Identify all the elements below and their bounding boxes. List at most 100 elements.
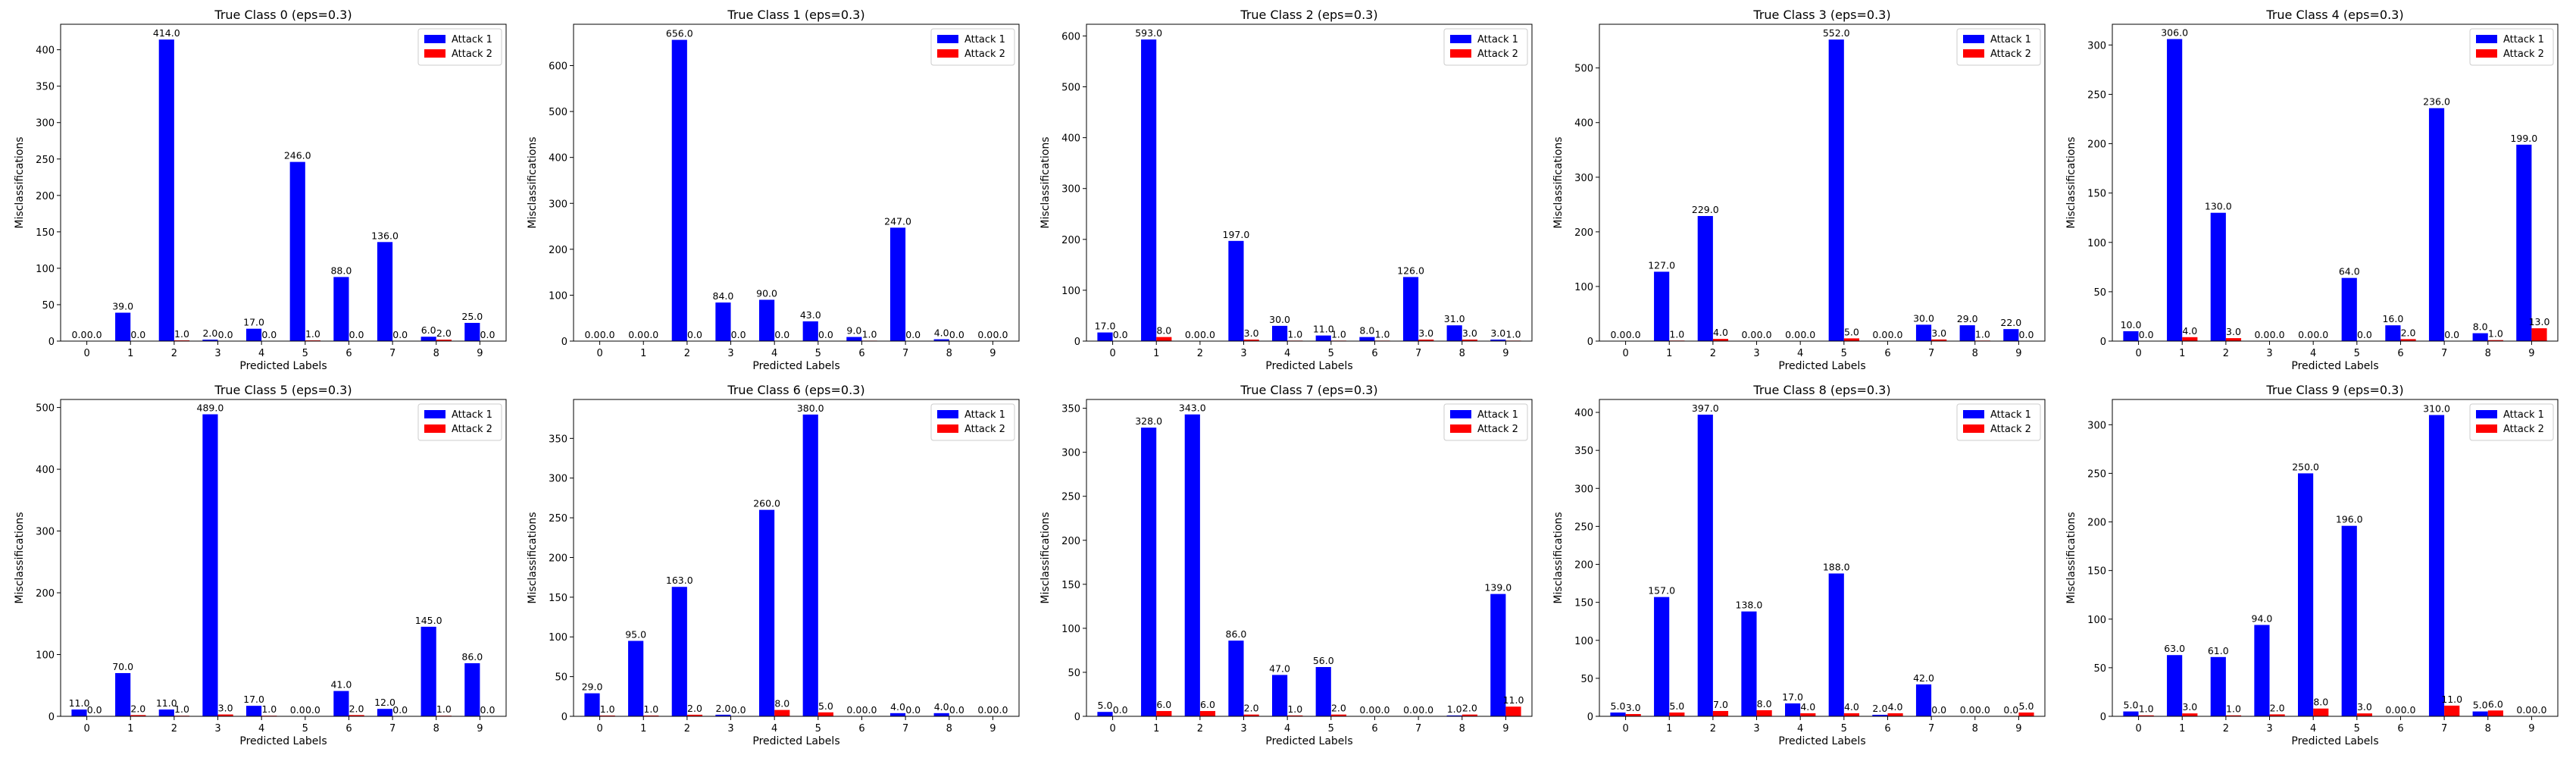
bar-value-label: 229.0 — [1692, 204, 1719, 215]
x-tick-label: 5 — [1328, 348, 1334, 359]
legend: Attack 1 Attack 2 — [930, 28, 1015, 66]
bar-value-label: 0.0 — [1931, 704, 1946, 716]
y-tick-label: 400 — [1061, 133, 1080, 145]
x-tick-label: 5 — [815, 348, 821, 359]
bar-value-label: 0.0 — [1113, 329, 1128, 340]
bar-value-label: 2.0 — [349, 703, 364, 714]
legend-label: Attack 1 — [452, 34, 492, 45]
legend-swatch — [937, 424, 958, 433]
bar-attack-1 — [1654, 597, 1670, 716]
x-tick-label: 3 — [2266, 348, 2272, 359]
bar-attack-1 — [1610, 712, 1626, 716]
bar-attack-1 — [1697, 215, 1713, 341]
bar-value-label: 1.0 — [436, 703, 452, 715]
bar-attack-2 — [2400, 339, 2416, 341]
x-tick-label: 3 — [1240, 348, 1246, 359]
bar-value-label: 0.0 — [2401, 704, 2416, 716]
x-tick-label: 0 — [1109, 723, 1115, 735]
bar-attack-1 — [671, 587, 687, 716]
bar-value-label: 0.0 — [977, 329, 993, 340]
legend-swatch — [1450, 410, 1471, 418]
x-tick-label: 3 — [1753, 348, 1759, 359]
y-tick-label: 300 — [1061, 448, 1080, 459]
y-tick-label: 200 — [549, 553, 567, 564]
y-tick-label: 100 — [549, 290, 567, 302]
bar-value-label: 1.0 — [862, 328, 877, 340]
y-tick-label: 350 — [549, 434, 567, 445]
bar-attack-2 — [2018, 712, 2034, 716]
bar-value-label: 84.0 — [713, 290, 734, 302]
x-tick-label: 4 — [1797, 723, 1803, 735]
bar-value-label: 47.0 — [1269, 662, 1290, 674]
y-tick-label: 250 — [2087, 89, 2106, 101]
legend-label: Attack 1 — [2503, 409, 2544, 421]
y-axis-label: Misclassifications — [527, 136, 539, 228]
bar-value-label: 39.0 — [112, 301, 133, 312]
bar-attack-2 — [1462, 714, 1477, 716]
plot-frame — [2112, 23, 2559, 342]
x-tick-label: 3 — [727, 723, 733, 735]
bar-attack-2 — [686, 714, 703, 716]
chart-panel-class-8: True Class 8 (eps=0.3) 0 50 100 150 200 250 300… — [1546, 383, 2054, 747]
legend-label: Attack 2 — [1477, 424, 1518, 435]
legend-label: Attack 2 — [452, 424, 492, 435]
bar-value-label: 8.0 — [774, 698, 789, 709]
x-tick-label: 0 — [596, 723, 602, 735]
bar-value-label: 6.0 — [1156, 699, 1171, 710]
bar-value-label: 2.0 — [202, 327, 217, 339]
bar-value-label: 0.0 — [2385, 704, 2400, 716]
bar-attack-1 — [1915, 324, 1932, 341]
bar-value-label: 94.0 — [2252, 612, 2273, 624]
y-tick-label: 150 — [2087, 189, 2106, 200]
legend-label: Attack 2 — [452, 49, 492, 60]
bar-value-label: 1.0 — [1669, 328, 1684, 340]
bar-value-label: 1.0 — [2139, 703, 2154, 715]
bar-attack-1 — [802, 414, 818, 716]
bar-attack-1 — [1446, 325, 1462, 341]
y-axis-label: Misclassifications — [2065, 136, 2077, 228]
bar-value-label: 0.0 — [392, 704, 408, 716]
bar-value-label: 86.0 — [1226, 628, 1247, 640]
bar-value-label: 2.0 — [2270, 702, 2285, 713]
bar-value-label: 0.0 — [1785, 329, 1800, 340]
x-tick-label: 0 — [596, 348, 602, 359]
bar-value-label: 8.0 — [2313, 697, 2328, 708]
y-axis-label: Misclassifications — [1552, 512, 1565, 603]
bar-chart-class-1: True Class 1 (eps=0.3)010020030040050060… — [527, 8, 1020, 372]
bar-attack-1 — [2516, 144, 2532, 342]
x-tick-label: 9 — [989, 348, 996, 359]
bar-value-label: 0.0 — [818, 329, 833, 340]
bar-attack-2 — [130, 715, 146, 716]
bar-attack-2 — [2313, 708, 2329, 716]
legend-label: Attack 2 — [964, 424, 1005, 435]
bar-value-label: 0.0 — [977, 704, 993, 716]
bar-value-label: 145.0 — [415, 615, 442, 626]
bar-attack-2 — [1156, 711, 1172, 716]
x-tick-label: 0 — [83, 348, 89, 359]
legend-label: Attack 2 — [1990, 49, 2031, 60]
bar-value-label: 1.0 — [1975, 328, 1990, 340]
x-tick-label: 1 — [640, 723, 646, 735]
bar-attack-1 — [759, 509, 775, 716]
plot-frame — [1086, 399, 1533, 717]
legend-swatch — [424, 424, 445, 433]
bar-value-label: 11.0 — [1313, 324, 1334, 335]
y-tick-label: 50 — [1068, 668, 1080, 679]
bar-attack-1 — [2003, 329, 2019, 341]
bar-value-label: 0.0 — [905, 704, 921, 716]
x-tick-label: 1 — [1153, 723, 1159, 735]
bar-value-label: 6.0 — [2488, 698, 2503, 709]
legend: Attack 1 Attack 2 — [1956, 403, 2041, 441]
y-tick-label: 300 — [2087, 420, 2106, 431]
y-axis-label: Misclassifications — [527, 512, 539, 603]
x-axis-label: Predicted Labels — [1265, 735, 1352, 747]
x-tick-label: 7 — [2441, 723, 2447, 735]
bar-value-label: 63.0 — [2164, 643, 2185, 654]
bar-value-label: 489.0 — [197, 402, 224, 414]
x-tick-label: 7 — [1415, 723, 1421, 735]
legend-label: Attack 2 — [1990, 424, 2031, 435]
bar-attack-2 — [1843, 713, 1859, 716]
bar-value-label: 1.0 — [1447, 703, 1462, 715]
bar-value-label: 7.0 — [1713, 699, 1728, 710]
y-tick-label: 300 — [549, 199, 567, 210]
